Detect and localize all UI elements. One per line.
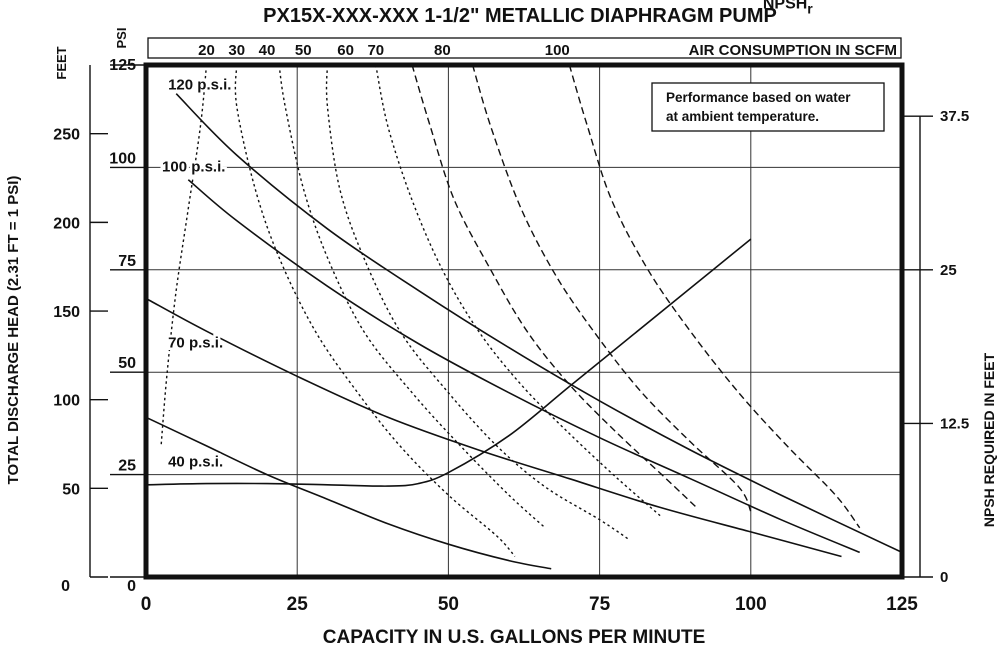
plot-frame — [143, 62, 905, 580]
y-axis-unit-psi: PSI — [114, 28, 129, 49]
feet-tick-label: 200 — [53, 215, 80, 232]
pressure-curve-label: 40 p.s.i. — [168, 453, 223, 470]
pressure-curve — [187, 179, 861, 554]
pressure-curve-label: 70 p.s.i. — [168, 335, 223, 352]
psi-tick-label: 25 — [118, 458, 136, 475]
air-consumption-tick-label: 30 — [228, 42, 245, 59]
feet-tick-label: 100 — [53, 393, 80, 410]
psi-tick-label: 125 — [109, 57, 136, 74]
air-consumption-curve — [411, 64, 697, 508]
psi-tick-label: 75 — [118, 253, 136, 270]
air-consumption-curve — [325, 64, 631, 541]
note-text: Performance based on water — [666, 90, 851, 105]
air-consumption-curve — [471, 64, 752, 512]
npsh-tick-label: 0 — [940, 569, 948, 586]
air-consumption-tick-label: 50 — [295, 42, 312, 59]
note-box — [651, 82, 885, 132]
feet-tick-label: 0 — [61, 578, 70, 595]
pressure-curve-label: 120 p.s.i. — [168, 77, 231, 94]
y-axis-label-right: NPSH REQUIRED IN FEET — [981, 352, 997, 527]
feet-tick-label: 250 — [53, 127, 80, 144]
psi-tick-label: 0 — [127, 578, 136, 595]
npsh-tick-label: 12.5 — [940, 415, 969, 432]
air-consumption-curve — [160, 64, 208, 446]
pressure-curve-label: 100 p.s.i. — [162, 158, 225, 175]
psi-tick-label: 50 — [118, 355, 136, 372]
air-consumption-strip — [147, 37, 902, 59]
npsh-tick-label: 25 — [940, 262, 957, 279]
air-consumption-curve — [375, 64, 661, 517]
air-consumption-tick-label: 20 — [198, 42, 215, 59]
pressure-curve — [175, 93, 903, 554]
psi-tick-label: 100 — [109, 150, 136, 167]
feet-tick-label: 50 — [62, 481, 80, 498]
pressure-curve — [145, 416, 552, 570]
y-axis-unit-feet: FEET — [54, 46, 69, 79]
x-tick-label: 100 — [735, 594, 767, 615]
air-consumption-tick-label: 60 — [337, 42, 354, 59]
air-consumption-label: AIR CONSUMPTION IN SCFM — [689, 42, 897, 59]
x-tick-label: 0 — [141, 594, 152, 615]
x-axis-label: CAPACITY IN U.S. GALLONS PER MINUTE — [323, 627, 706, 646]
x-tick-label: 125 — [886, 594, 918, 615]
x-tick-label: 50 — [438, 594, 459, 615]
npsh-subscript: r — [807, 0, 813, 16]
note-text: at ambient temperature. — [666, 109, 819, 124]
air-consumption-tick-label: 100 — [545, 42, 570, 59]
x-tick-label: 25 — [287, 594, 309, 615]
air-consumption-tick-label: 40 — [259, 42, 276, 59]
pressure-curve — [145, 297, 842, 558]
npsh-curve — [145, 238, 752, 487]
feet-tick-label: 150 — [53, 304, 80, 321]
y-axis-label-left: TOTAL DISCHARGE HEAD (2.31 FT = 1 PSI) — [5, 176, 22, 485]
air-consumption-curve — [568, 64, 861, 529]
npsh-curve-label: NPSHr — [763, 0, 813, 16]
air-consumption-curve — [278, 64, 546, 529]
chart-title: PX15X-XXX-XXX 1-1/2" METALLIC DIAPHRAGM … — [263, 5, 777, 27]
air-consumption-curve — [234, 64, 516, 557]
air-consumption-tick-label: 70 — [367, 42, 384, 59]
x-tick-label: 75 — [589, 594, 611, 615]
air-consumption-tick-label: 80 — [434, 42, 451, 59]
npsh-tick-label: 37.5 — [940, 108, 969, 125]
